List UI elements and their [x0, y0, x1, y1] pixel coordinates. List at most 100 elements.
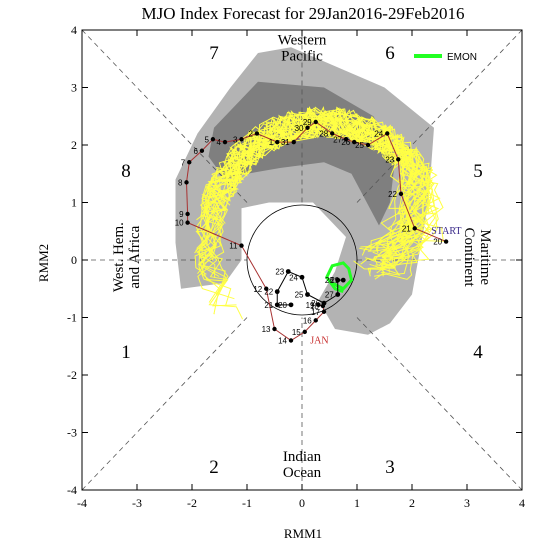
region-label-line: Western — [278, 32, 327, 48]
x-tick-label: 3 — [464, 496, 470, 510]
mean-day-point — [288, 302, 294, 308]
x-tick-label: 0 — [299, 496, 305, 510]
observed-day-point — [385, 131, 390, 136]
phase-number: 2 — [209, 457, 219, 478]
observed-day-point — [187, 160, 192, 165]
observed-day-label: 12 — [253, 285, 262, 294]
observed-day-label: 29 — [303, 118, 312, 127]
observed-day-point — [305, 125, 310, 130]
phase-number: 6 — [385, 43, 395, 64]
region-label-line: West. Hem. — [111, 222, 127, 292]
observed-day-label: 21 — [402, 224, 411, 233]
y-tick-label: 4 — [71, 23, 77, 37]
observed-day-point — [313, 119, 318, 125]
phase-number: 3 — [385, 457, 395, 478]
observed-day-label: 4 — [217, 138, 222, 147]
y-tick-label: -2 — [67, 368, 77, 382]
phase-number: 5 — [473, 161, 483, 182]
ensemble-member-track — [200, 111, 434, 266]
ensemble-member-track — [201, 109, 425, 260]
region-label-line: and Africa — [127, 225, 143, 288]
observed-day-label: 31 — [281, 138, 290, 147]
observed-day-point — [264, 286, 269, 291]
observed-day-point — [222, 139, 228, 145]
x-tick-label: -3 — [132, 496, 142, 510]
mean-day-label: 20 — [278, 301, 287, 310]
observed-day-label: 30 — [295, 124, 304, 133]
mean-day-point — [274, 302, 280, 308]
observed-day-point — [343, 137, 349, 142]
observed-day-label: 14 — [278, 337, 287, 346]
phase-boundary-line — [81, 29, 248, 203]
observed-day-label: 13 — [262, 325, 271, 334]
observed-day-label: 22 — [388, 190, 397, 199]
observed-day-point — [184, 180, 189, 185]
observed-day-point — [288, 338, 294, 343]
observed-day-point — [275, 139, 280, 145]
observed-track: 2021222324252627282930311234567891011121… — [175, 118, 462, 346]
observed-day-point — [412, 226, 417, 231]
observed-day-point — [330, 131, 335, 136]
ensemble-member-track — [203, 109, 414, 264]
x-tick-label: -4 — [77, 496, 87, 510]
x-axis-label: RMM1 — [284, 526, 322, 541]
x-tick-label: -1 — [242, 496, 252, 510]
observed-day-point — [302, 329, 307, 335]
region-label-line: Continent — [461, 228, 477, 288]
mean-day-label: 25 — [295, 291, 304, 300]
ensemble-members — [194, 105, 444, 320]
phase-number: 4 — [473, 342, 483, 363]
observed-day-point — [210, 137, 216, 142]
region-label-line: Indian — [283, 449, 322, 465]
legend: EMON — [414, 52, 477, 63]
ensemble-member-track — [197, 107, 424, 300]
observed-day-label: 24 — [374, 130, 383, 139]
ensemble-member-track — [198, 110, 418, 277]
region-label-line: Maritime — [477, 229, 493, 285]
ensemble-member-track — [198, 114, 416, 307]
mean-day-point — [335, 292, 341, 297]
observed-day-label: 5 — [204, 135, 209, 144]
mean-day-point — [285, 269, 291, 274]
observed-day-point — [316, 302, 321, 308]
mean-line — [276, 270, 344, 306]
phase-boundary-line — [356, 317, 523, 491]
region-label-line: Ocean — [283, 465, 322, 481]
observed-day-label: 1 — [269, 138, 274, 147]
observed-day-point — [185, 220, 190, 225]
mean-day-point — [274, 289, 280, 295]
mean-day-label: 23 — [275, 268, 284, 277]
y-tick-label: -4 — [67, 483, 77, 497]
x-tick-label: -2 — [187, 496, 197, 510]
mean-day-point — [335, 277, 341, 283]
x-tick-label: 1 — [354, 496, 360, 510]
region-label-line: Pacific — [281, 48, 323, 64]
region-label: West. Hem. and Africa — [111, 222, 143, 292]
x-tick-label: 2 — [409, 496, 415, 510]
observed-day-point — [185, 211, 190, 217]
observed-day-label: 17 — [311, 308, 320, 317]
y-tick-label: 0 — [71, 253, 77, 267]
chart-title: MJO Index Forecast for 29Jan2016-29Feb20… — [142, 4, 465, 23]
mean-day-label: 21 — [264, 301, 273, 310]
phase-boundary-line — [81, 317, 248, 491]
x-tick-label: 4 — [519, 496, 525, 510]
y-tick-label: 1 — [71, 196, 77, 210]
observed-day-label: 20 — [433, 238, 442, 247]
observed-day-point — [398, 191, 404, 197]
mean-day-point — [321, 300, 327, 306]
observed-day-label: 6 — [193, 147, 198, 156]
y-axis-label: RMM2 — [36, 244, 51, 282]
observed-day-point — [254, 131, 260, 136]
observed-day-point — [443, 239, 449, 244]
observed-day-label: 2 — [248, 130, 253, 139]
observed-day-point — [199, 148, 205, 153]
mean-day-label: 22 — [264, 288, 273, 297]
unit-circle — [246, 204, 358, 316]
mean-day-label: 24 — [289, 273, 298, 282]
observed-day-label: 7 — [181, 158, 186, 167]
